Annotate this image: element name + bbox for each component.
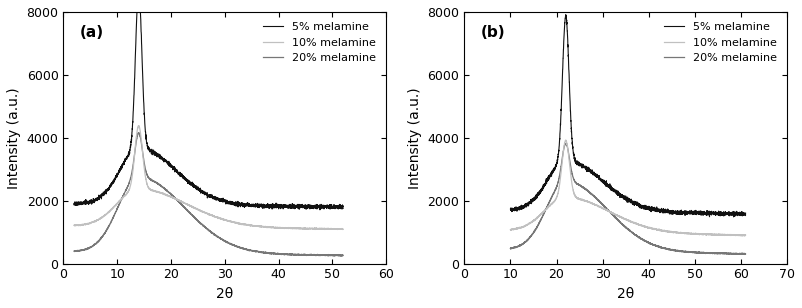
5% melamine (338, 205, 348, 209)
10% melamine (333, 228, 342, 231)
20% melamine (338, 253, 348, 257)
5% melamine (741, 211, 751, 215)
10% melamine (561, 138, 570, 142)
20% melamine (184, 210, 194, 214)
10% melamine (533, 216, 542, 220)
10% melamine (606, 211, 616, 215)
5% melamine (546, 171, 556, 175)
Text: (b): (b) (480, 25, 505, 39)
10% melamine (304, 227, 314, 230)
Line: 5% melamine: 5% melamine (510, 15, 746, 217)
5% melamine (100, 191, 110, 194)
20% melamine (741, 252, 751, 256)
Text: (a): (a) (79, 25, 103, 39)
10% melamine (741, 233, 751, 237)
5% melamine (304, 206, 314, 209)
10% melamine (333, 227, 342, 231)
20% melamine (546, 196, 556, 200)
Line: 20% melamine: 20% melamine (74, 133, 343, 256)
Line: 20% melamine: 20% melamine (510, 144, 746, 254)
5% melamine (711, 212, 720, 216)
Legend: 5% melamine, 10% melamine, 20% melamine: 5% melamine, 10% melamine, 20% melamine (660, 18, 781, 67)
Line: 10% melamine: 10% melamine (74, 126, 343, 229)
Legend: 5% melamine, 10% melamine, 20% melamine: 5% melamine, 10% melamine, 20% melamine (259, 18, 380, 67)
10% melamine (711, 233, 720, 237)
5% melamine (69, 203, 79, 207)
10% melamine (596, 205, 606, 209)
10% melamine (172, 197, 182, 201)
X-axis label: 2θ: 2θ (216, 287, 233, 301)
10% melamine (69, 224, 79, 227)
20% melamine (596, 201, 606, 205)
20% melamine (736, 252, 746, 256)
20% melamine (333, 253, 342, 257)
5% melamine (333, 206, 342, 209)
5% melamine (116, 167, 126, 170)
5% melamine (172, 169, 182, 173)
20% melamine (116, 199, 126, 203)
10% melamine (737, 234, 747, 238)
5% melamine (729, 215, 739, 219)
10% melamine (134, 124, 144, 128)
20% melamine (606, 211, 616, 214)
20% melamine (304, 253, 314, 257)
20% melamine (69, 249, 79, 253)
5% melamine (606, 188, 616, 192)
20% melamine (335, 254, 345, 258)
10% melamine (546, 203, 556, 206)
20% melamine (533, 225, 542, 228)
5% melamine (184, 179, 194, 182)
20% melamine (100, 231, 110, 234)
20% melamine (711, 251, 720, 255)
Y-axis label: Intensity (a.u.): Intensity (a.u.) (7, 87, 21, 188)
5% melamine (505, 207, 515, 211)
5% melamine (736, 212, 746, 216)
10% melamine (116, 198, 126, 202)
5% melamine (533, 192, 542, 196)
10% melamine (184, 203, 194, 207)
10% melamine (736, 233, 746, 237)
20% melamine (172, 198, 182, 202)
10% melamine (100, 214, 110, 217)
20% melamine (134, 131, 144, 135)
10% melamine (505, 228, 515, 231)
5% melamine (315, 208, 325, 212)
X-axis label: 2θ: 2θ (617, 287, 634, 301)
20% melamine (505, 246, 515, 250)
Line: 5% melamine: 5% melamine (74, 0, 343, 210)
5% melamine (596, 177, 606, 181)
20% melamine (739, 253, 749, 256)
Y-axis label: Intensity (a.u.): Intensity (a.u.) (408, 87, 422, 188)
20% melamine (561, 142, 571, 145)
10% melamine (338, 228, 348, 231)
5% melamine (561, 13, 570, 17)
Line: 10% melamine: 10% melamine (510, 140, 746, 236)
